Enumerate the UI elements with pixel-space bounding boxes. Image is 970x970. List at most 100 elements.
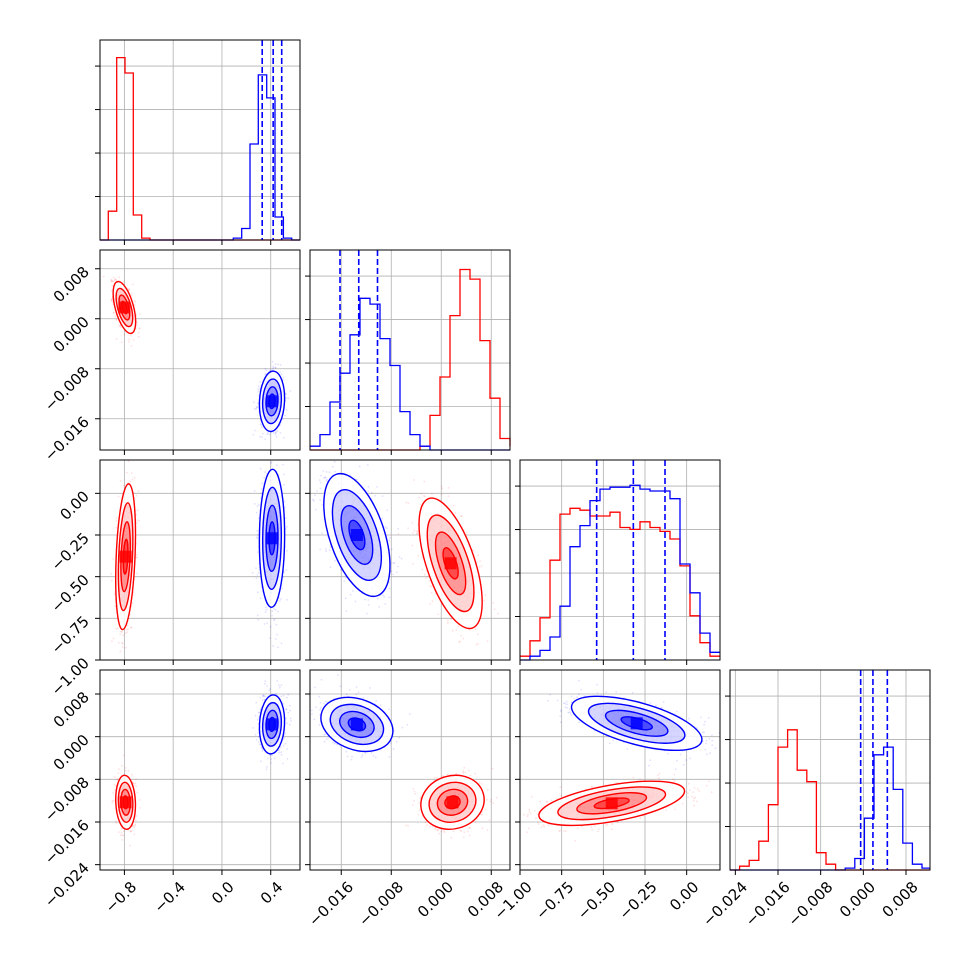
sample-point: [474, 628, 477, 631]
sample-point: [280, 373, 283, 376]
sample-point: [112, 312, 115, 314]
sample-point: [115, 278, 117, 281]
sample-point: [253, 490, 256, 492]
sample-point: [257, 571, 260, 574]
panel-frame: [99, 249, 301, 451]
panel-frame: [309, 249, 511, 451]
sample-point: [133, 300, 136, 302]
sample-point: [390, 570, 393, 572]
sample-point: [397, 533, 400, 535]
density-peak: [119, 550, 132, 563]
sample-point: [278, 458, 280, 460]
sample-point: [322, 477, 325, 479]
sample-point: [129, 480, 132, 483]
density-peak: [266, 395, 278, 408]
sample-point: [132, 283, 134, 286]
sample-point: [136, 572, 138, 575]
sample-point: [274, 433, 277, 436]
sample-point: [274, 363, 277, 365]
sample-point: [266, 431, 269, 434]
sample-point: [480, 565, 483, 567]
sample-point: [272, 456, 274, 458]
histogram-panel-2: [305, 249, 511, 455]
sample-point: [269, 369, 272, 371]
sample-point: [251, 572, 254, 574]
sample-point: [255, 536, 258, 539]
sample-point: [263, 623, 266, 625]
sample-point: [269, 625, 272, 628]
sample-point: [417, 554, 420, 557]
sample-point: [260, 492, 263, 495]
sample-point: [261, 436, 263, 438]
sample-point: [273, 608, 275, 610]
sample-point: [111, 285, 114, 287]
sample-point: [461, 515, 463, 518]
sample-point: [112, 280, 115, 283]
panel-frame: [99, 39, 301, 241]
sample-point: [257, 533, 259, 536]
gridlines: [519, 460, 720, 660]
series-blue: [310, 460, 403, 615]
histogram-series-red: [100, 56, 300, 241]
sample-point: [428, 580, 431, 582]
sample-point: [136, 519, 139, 522]
sample-point: [286, 549, 288, 552]
sample-point: [110, 579, 113, 582]
sample-point: [393, 562, 395, 565]
sample-point: [272, 367, 275, 369]
sample-point: [132, 591, 135, 593]
sample-point: [276, 464, 278, 467]
sample-point: [440, 493, 443, 496]
sample-point: [381, 495, 384, 497]
sample-point: [137, 335, 140, 338]
sample-point: [135, 554, 138, 557]
panel-frame: [519, 459, 721, 661]
sample-point: [123, 333, 126, 336]
sample-point: [141, 451, 143, 453]
series-red: [102, 275, 141, 347]
sample-point: [115, 520, 118, 522]
sample-point: [420, 492, 423, 495]
sample-point: [477, 662, 479, 664]
sample-point: [389, 537, 391, 539]
joint-panel-2-1: [95, 249, 301, 455]
sample-point: [345, 576, 347, 579]
gridlines: [730, 670, 930, 870]
sample-point: [413, 479, 415, 481]
sample-point: [276, 430, 279, 432]
sample-point: [266, 433, 269, 436]
sample-point: [279, 371, 281, 373]
sample-point: [130, 345, 133, 347]
sample-point: [127, 481, 130, 484]
sample-point: [257, 406, 259, 408]
sample-point: [475, 643, 478, 646]
sample-point: [320, 532, 323, 534]
sample-point: [325, 550, 328, 553]
sample-point: [273, 618, 276, 621]
sample-point: [113, 279, 116, 282]
sample-point: [265, 369, 268, 371]
sample-point: [483, 664, 485, 666]
sample-point: [130, 334, 132, 337]
sample-point: [289, 390, 292, 392]
sample-point: [264, 373, 266, 376]
sample-point: [425, 577, 427, 579]
sample-point: [492, 601, 495, 604]
sample-point: [257, 388, 260, 390]
histogram-series-blue: [730, 746, 930, 871]
sample-point: [354, 600, 357, 603]
sample-point: [423, 494, 425, 497]
sample-point: [118, 641, 120, 644]
sample-point: [264, 611, 267, 613]
sample-point: [412, 562, 414, 565]
sample-point: [110, 289, 113, 292]
sample-point: [130, 292, 133, 295]
sample-point: [407, 502, 410, 505]
sample-point: [331, 465, 334, 468]
sample-point: [253, 401, 255, 404]
sample-point: [270, 461, 273, 463]
sample-point: [440, 485, 443, 488]
sample-point: [407, 527, 409, 530]
sample-point: [120, 326, 122, 329]
sample-point: [259, 381, 262, 383]
